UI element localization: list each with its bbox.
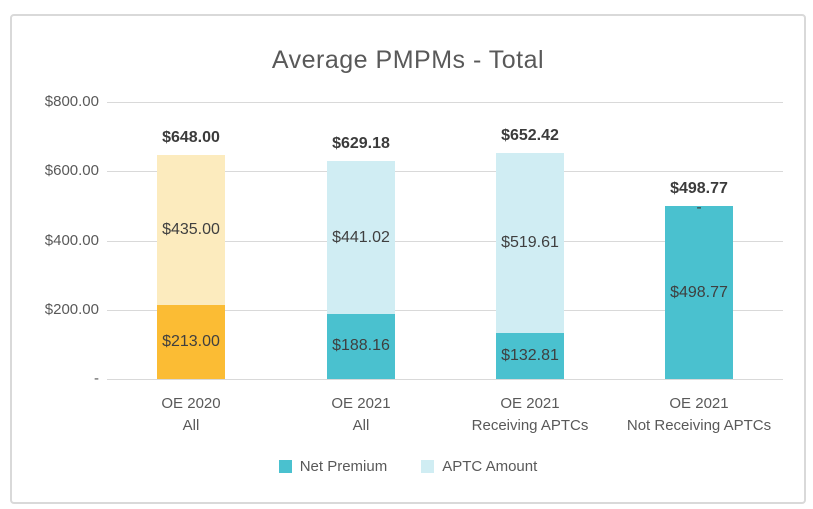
bar-segment-net-premium[interactable] [496, 333, 564, 379]
bar-segment-net-premium[interactable] [665, 206, 733, 379]
category-label: OE 2021 Not Receiving APTCs [609, 393, 789, 437]
legend-label: APTC Amount [442, 458, 538, 475]
category-label-line: OE 2020 [161, 395, 221, 412]
category-label-line: All [352, 417, 370, 434]
y-axis-tick-label: $800.00 [44, 93, 99, 110]
total-value-label: $652.42 [501, 127, 559, 145]
chart-card: Average PMPMs - Total $800.00 $600.00 $400… [10, 14, 806, 504]
category-label: OE 2021 All [271, 393, 451, 437]
category-label-line: Receiving APTCs [471, 417, 589, 434]
legend-item[interactable]: Net Premium [278, 458, 388, 475]
y-axis-tick-label: - [94, 370, 99, 387]
gridline [107, 309, 783, 311]
y-axis-tick-label: $200.00 [44, 300, 99, 318]
legend-label: Net Premium [299, 458, 388, 475]
aptc-amount-value-label: $441.02 [332, 228, 390, 246]
category-label-line: OE 2021 [331, 395, 391, 412]
bar-segment-aptc-amount[interactable] [496, 153, 564, 333]
aptc-amount-value-label: - [696, 199, 702, 217]
category-label: OE 2020 All [101, 393, 281, 437]
legend-swatch-icon [421, 460, 435, 473]
category-label-line: OE 2021 [669, 395, 729, 412]
legend-item[interactable]: APTC Amount [421, 458, 537, 475]
bar-segment-aptc-amount[interactable] [157, 154, 225, 306]
y-axis-tick-label: $600.00 [44, 162, 99, 180]
category-label-line: Not Receiving APTCs [626, 417, 772, 434]
net-premium-value-label: $188.16 [332, 337, 390, 355]
chart-title: Average PMPMs - Total [271, 46, 545, 74]
total-value-label: $648.00 [162, 128, 220, 146]
net-premium-value-label: $498.77 [670, 283, 728, 301]
aptc-amount-value-label: $435.00 [162, 220, 220, 238]
category-label: OE 2021 Receiving APTCs [440, 393, 620, 437]
aptc-amount-value-label: $519.61 [501, 234, 559, 252]
gridline [107, 171, 783, 173]
total-value-label: $629.18 [332, 135, 390, 153]
net-premium-value-label: $132.81 [501, 347, 559, 364]
gridline [107, 102, 783, 103]
net-premium-value-label: $213.00 [162, 333, 220, 351]
y-axis-tick-label: $400.00 [44, 231, 99, 249]
bar-segment-net-premium[interactable] [157, 305, 225, 379]
gridline [107, 240, 783, 242]
bar-segment-net-premium[interactable] [327, 313, 395, 379]
legend-swatch-icon [278, 460, 292, 473]
bar-segment-aptc-amount[interactable] [327, 161, 395, 314]
legend: Net Premium APTC Amount [12, 458, 804, 475]
category-label-line: OE 2021 [500, 395, 560, 412]
total-value-label: $498.77 [670, 180, 728, 198]
gridline [107, 379, 783, 380]
category-label-line: All [182, 417, 200, 434]
